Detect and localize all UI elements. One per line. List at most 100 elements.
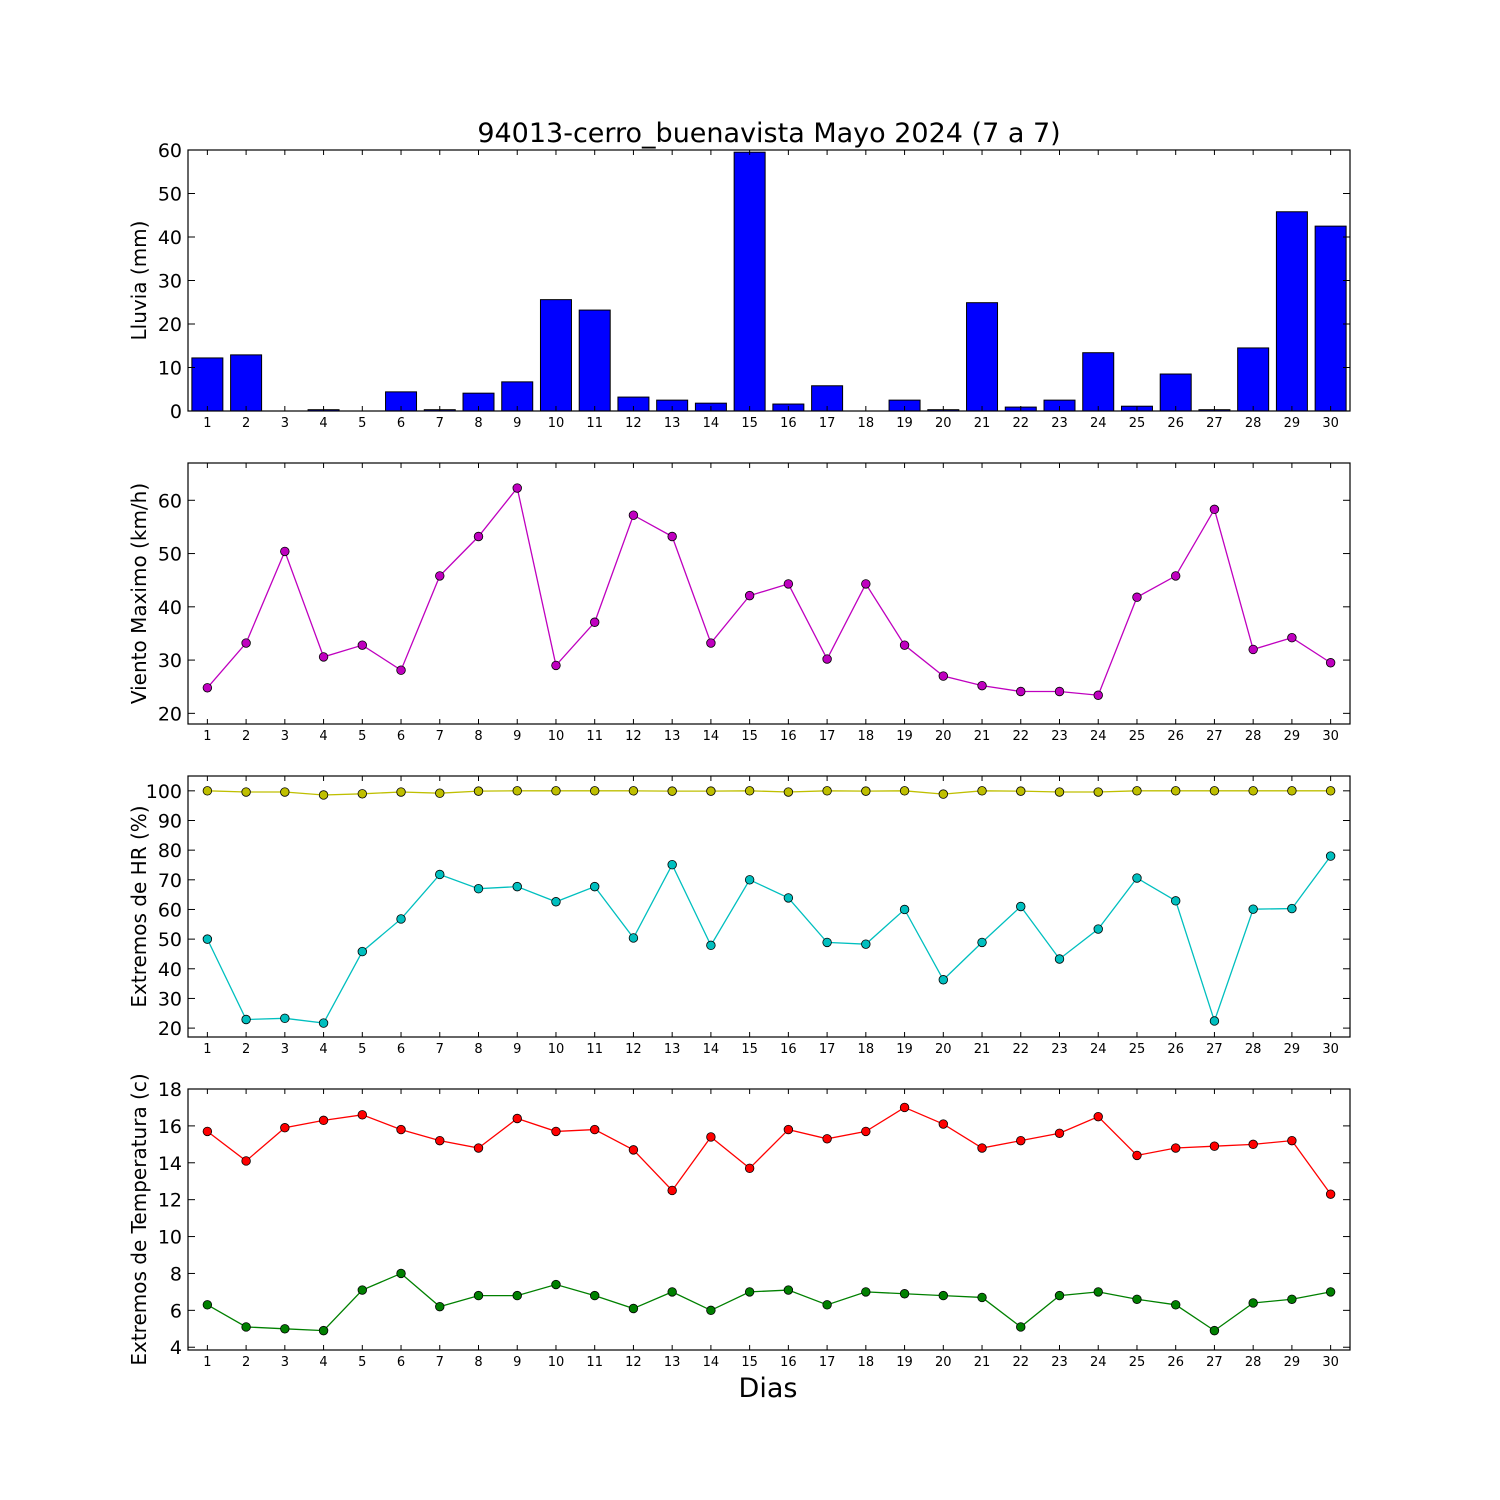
viento-xtick-label: 4 [319, 729, 327, 744]
temperatura-series-2-point [744, 1287, 755, 1297]
temperatura-series-2-point [590, 1290, 600, 1301]
hr-xtick-label: 15 [741, 1042, 758, 1057]
temperatura-xtick-label: 13 [664, 1355, 681, 1370]
hr-series-1-point [396, 787, 406, 797]
lluvia-ylabel: Lluvia (mm) [127, 221, 151, 341]
viento-series-1-point [706, 638, 716, 648]
temperatura-series-2-point [473, 1290, 484, 1301]
lluvia-xtick-label: 19 [896, 416, 913, 431]
lluvia-bar [230, 354, 263, 412]
temperatura-series-2-point [435, 1301, 445, 1312]
lluvia-xtick-label: 1 [203, 416, 211, 431]
viento-xtick-label: 9 [513, 729, 521, 744]
hr-series-1-point [318, 790, 329, 800]
hr-series-2-point [706, 940, 716, 951]
lluvia-xtick-label: 11 [586, 416, 603, 431]
hr-xtick-label: 14 [703, 1042, 720, 1057]
hr-series-1-point [241, 787, 251, 797]
temperatura-xtick-label: 18 [858, 1355, 875, 1370]
temperatura-series-1-point [318, 1115, 329, 1126]
hr-xtick-label: 10 [548, 1042, 565, 1057]
temperatura-series-2-point [899, 1289, 910, 1299]
viento-xtick-label: 27 [1206, 729, 1223, 744]
viento-xtick-label: 14 [703, 729, 720, 744]
hr-series-2-point [551, 897, 561, 907]
lluvia-bar [539, 299, 572, 412]
lluvia-xtick-label: 25 [1129, 416, 1146, 431]
lluvia-xtick-label: 15 [741, 416, 758, 431]
viento-series-1-point [667, 531, 677, 542]
temperatura-series-1-point [706, 1132, 716, 1142]
temperatura-series-1-point [1248, 1139, 1258, 1150]
temperatura-series-1-point [512, 1113, 522, 1124]
hr-series-2-point [744, 875, 755, 885]
viento-ytick-label: 60 [158, 490, 182, 512]
hr-xtick-label: 8 [474, 1042, 482, 1057]
viento-series-1-point [1325, 658, 1336, 668]
temperatura-axes-frame [187, 1088, 1351, 1351]
temperatura-series-2-point [241, 1322, 251, 1332]
hr-series-1-point [590, 786, 600, 796]
temperatura-xtick-label: 25 [1129, 1355, 1146, 1370]
hr-series-1-point [1209, 786, 1220, 796]
temperatura-series-2-point [357, 1285, 368, 1295]
temperatura-series-1-point [590, 1124, 600, 1135]
viento-series-1-point [628, 510, 639, 520]
hr-xtick-label: 5 [358, 1042, 366, 1057]
viento-xtick-label: 10 [548, 729, 565, 744]
hr-xtick-label: 18 [858, 1042, 875, 1057]
temperatura-series-1-point [1054, 1128, 1065, 1138]
temperatura-xtick-label: 20 [935, 1355, 952, 1370]
viento-series-1-point [590, 617, 600, 627]
lluvia-xtick-label: 17 [819, 416, 836, 431]
hr-ytick-label: 40 [158, 959, 182, 981]
viento-series-1-point [318, 652, 329, 662]
temperatura-xtick-label: 21 [974, 1355, 991, 1370]
hr-xtick-label: 9 [513, 1042, 521, 1057]
hr-xtick-label: 1 [203, 1042, 211, 1057]
temperatura-xtick-label: 6 [397, 1355, 405, 1370]
hr-xtick-label: 20 [935, 1042, 952, 1057]
temperatura-xtick-label: 1 [203, 1355, 211, 1370]
lluvia-xtick-label: 12 [625, 416, 642, 431]
temperatura-series-1-point [1209, 1141, 1220, 1151]
hr-series-1-point [280, 787, 290, 797]
hr-series-1-point [783, 787, 794, 797]
temperatura-xtick-label: 12 [625, 1355, 642, 1370]
x-axis-label: Dias [739, 1373, 798, 1404]
hr-series-1-point [1093, 787, 1103, 797]
viento-series-1-point [1054, 686, 1065, 697]
viento-xtick-label: 7 [436, 729, 444, 744]
hr-ytick-label: 20 [158, 1018, 182, 1040]
viento-xtick-label: 26 [1167, 729, 1184, 744]
viento-xtick-label: 20 [935, 729, 952, 744]
lluvia-ytick-label: 60 [158, 140, 182, 162]
viento-xtick-label: 22 [1012, 729, 1029, 744]
hr-series-2-point [318, 1018, 329, 1028]
viento-series-1-point [899, 640, 910, 650]
hr-ytick-label: 100 [146, 781, 182, 803]
lluvia-xtick-label: 7 [436, 416, 444, 431]
hr-xtick-label: 11 [586, 1042, 603, 1057]
temperatura-series-1-point [667, 1185, 677, 1196]
lluvia-xtick-label: 20 [935, 416, 952, 431]
hr-ylabel: Extremos de HR (%) [127, 805, 151, 1007]
lluvia-bar [1159, 373, 1192, 412]
lluvia-xtick-label: 10 [548, 416, 565, 431]
hr-series-2-point [1016, 901, 1026, 912]
temperatura-xtick-label: 30 [1322, 1355, 1339, 1370]
temperatura-series-2-point [783, 1285, 794, 1295]
temperatura-series-2-point [861, 1287, 871, 1297]
hr-series-1-point [512, 786, 522, 796]
temperatura-series-2-point [1132, 1294, 1142, 1304]
hr-series-1-point [899, 786, 910, 796]
hr-ytick-label: 90 [158, 810, 182, 832]
viento-series-1-point [861, 579, 871, 589]
temperatura-series-1-point [1170, 1143, 1181, 1153]
hr-series-2-point [435, 869, 445, 880]
hr-series-2-point [357, 946, 368, 957]
temperatura-xtick-label: 29 [1284, 1355, 1301, 1370]
hr-series-1-point [202, 786, 213, 796]
temperatura-xtick-label: 27 [1206, 1355, 1223, 1370]
